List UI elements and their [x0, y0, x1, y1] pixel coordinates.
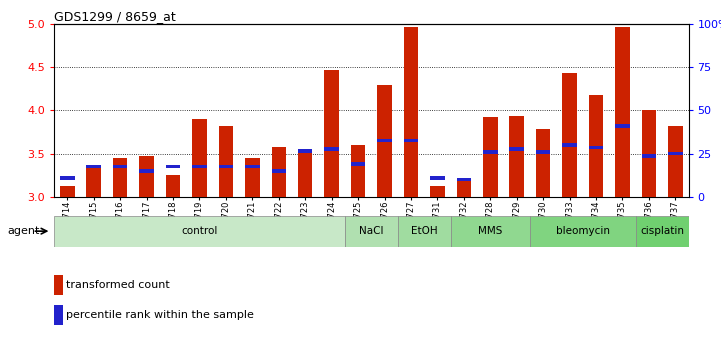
Bar: [60, 176, 74, 179]
Bar: [166, 175, 180, 197]
Bar: [456, 177, 471, 181]
Bar: [193, 165, 207, 168]
Bar: [298, 149, 312, 153]
Bar: [615, 124, 629, 128]
Bar: [54, 305, 63, 325]
Bar: [324, 70, 339, 197]
Bar: [324, 147, 339, 151]
Bar: [636, 216, 689, 247]
Bar: [298, 149, 312, 197]
Text: transformed count: transformed count: [66, 280, 170, 290]
Bar: [562, 143, 577, 147]
Bar: [668, 151, 683, 155]
Bar: [166, 165, 180, 168]
Bar: [642, 110, 656, 197]
Bar: [668, 126, 683, 197]
Text: NaCl: NaCl: [359, 226, 384, 236]
Bar: [245, 165, 260, 168]
Bar: [139, 169, 154, 172]
Bar: [404, 27, 418, 197]
Bar: [456, 179, 471, 197]
Bar: [345, 216, 398, 247]
Bar: [351, 162, 366, 166]
Bar: [589, 146, 603, 149]
Text: GDS1299 / 8659_at: GDS1299 / 8659_at: [54, 10, 176, 23]
Bar: [245, 158, 260, 197]
Bar: [139, 156, 154, 197]
Bar: [510, 147, 524, 151]
Bar: [218, 165, 233, 168]
Text: EtOH: EtOH: [411, 226, 438, 236]
Text: percentile rank within the sample: percentile rank within the sample: [66, 310, 255, 320]
Bar: [272, 169, 286, 172]
Bar: [536, 150, 550, 154]
Bar: [113, 158, 128, 197]
Bar: [615, 27, 629, 197]
Bar: [430, 186, 445, 197]
Bar: [54, 275, 63, 295]
Bar: [272, 148, 286, 197]
Text: bleomycin: bleomycin: [556, 226, 610, 236]
Bar: [377, 85, 392, 197]
Bar: [193, 119, 207, 197]
Bar: [377, 139, 392, 142]
Bar: [87, 165, 101, 168]
Bar: [510, 117, 524, 197]
Bar: [451, 216, 530, 247]
Bar: [483, 117, 497, 197]
Text: MMS: MMS: [478, 226, 503, 236]
Bar: [530, 216, 636, 247]
Bar: [60, 186, 74, 197]
Text: agent: agent: [7, 226, 40, 236]
Bar: [351, 145, 366, 197]
Bar: [642, 154, 656, 158]
Bar: [87, 167, 101, 197]
Bar: [218, 126, 233, 197]
Text: cisplatin: cisplatin: [640, 226, 684, 236]
Text: control: control: [181, 226, 218, 236]
Bar: [404, 139, 418, 142]
Bar: [536, 129, 550, 197]
Bar: [562, 73, 577, 197]
Bar: [398, 216, 451, 247]
Bar: [483, 150, 497, 154]
Bar: [113, 165, 128, 168]
Bar: [589, 95, 603, 197]
Bar: [54, 216, 345, 247]
Bar: [430, 176, 445, 179]
